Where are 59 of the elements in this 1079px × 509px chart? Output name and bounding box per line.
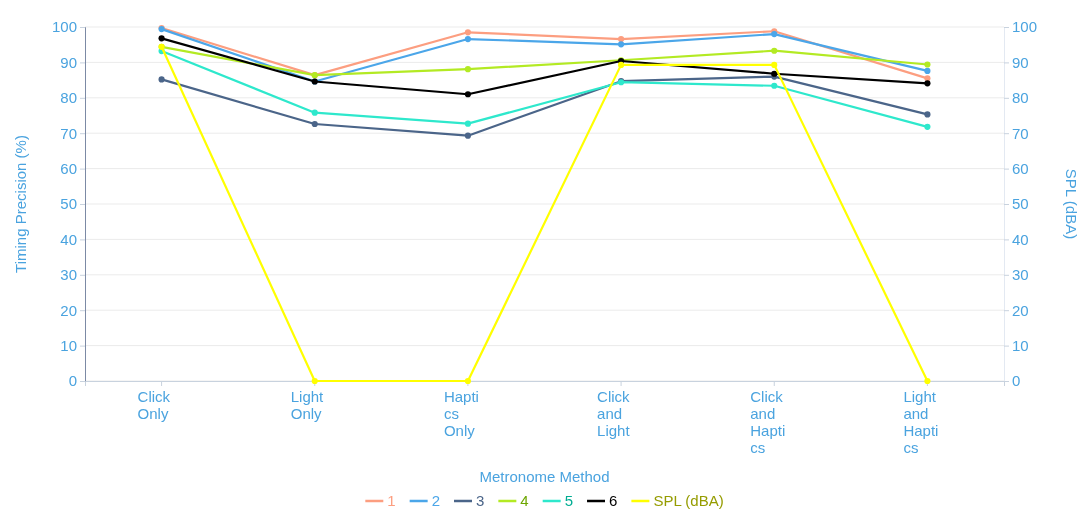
x-tick-label: Click and Light <box>597 388 631 439</box>
y2-tick-label: 50 <box>1012 195 1029 213</box>
point <box>924 67 931 74</box>
legend-label: 2 <box>431 492 440 509</box>
x-tick-label: Haptics Only <box>443 388 479 439</box>
y2-tick-label: 10 <box>1012 336 1029 354</box>
y-tick-label: 80 <box>60 89 77 107</box>
y-tick-label: 0 <box>68 372 77 390</box>
legend-label: 3 <box>476 492 485 509</box>
x-tick-label: Light and Haptics <box>903 388 939 456</box>
x-tick-label: Click and Haptics <box>750 388 786 456</box>
y-tick-label: 50 <box>60 195 77 213</box>
point <box>464 120 472 127</box>
x-tick-label: Click Only <box>137 388 171 422</box>
point <box>464 91 472 98</box>
point <box>924 123 931 130</box>
y-tick-label: 100 <box>51 18 77 36</box>
point <box>617 41 625 48</box>
y-axis-title: Timing Precision (%) <box>12 135 29 273</box>
y2-tick-label: 80 <box>1012 89 1029 107</box>
y2-tick-label: 30 <box>1012 266 1029 284</box>
y2-tick-label: 70 <box>1012 124 1029 142</box>
point <box>771 61 778 68</box>
y2-axis-title: SPL (dBA) <box>1063 168 1079 240</box>
legend-label: 1 <box>387 492 396 509</box>
point <box>617 61 625 68</box>
y2-tick-label: 100 <box>1012 18 1038 36</box>
point <box>311 120 318 128</box>
y2-tick-label: 0 <box>1012 372 1021 390</box>
point <box>924 61 931 68</box>
point <box>617 35 625 43</box>
legend-label: 4 <box>520 492 529 509</box>
x-tick-label: Light Only <box>290 388 325 422</box>
point <box>924 80 931 87</box>
y2-tick-label: 20 <box>1012 301 1029 319</box>
point <box>924 111 931 118</box>
y-tick-label: 30 <box>60 266 77 284</box>
y2-tick-label: 40 <box>1012 230 1029 248</box>
legend-label: 5 <box>564 492 574 509</box>
y2-tick-label: 60 <box>1012 159 1029 177</box>
y-tick-label: 20 <box>60 301 77 319</box>
y-tick-label: 10 <box>60 336 77 354</box>
y2-tick-label: 90 <box>1012 53 1029 71</box>
point <box>464 66 472 73</box>
y-tick-label: 40 <box>60 230 77 248</box>
point <box>158 76 165 83</box>
point <box>771 82 778 89</box>
legend-label: SPL (dBA) <box>653 492 724 509</box>
point <box>158 35 165 42</box>
y-tick-label: 60 <box>60 159 77 177</box>
legend-label: 6 <box>609 492 618 509</box>
y-tick-label: 70 <box>60 124 77 142</box>
point <box>464 29 472 36</box>
y-tick-label: 90 <box>60 53 77 71</box>
x-axis-title: Metronome Method <box>479 468 610 485</box>
point <box>464 35 472 43</box>
point <box>771 47 778 54</box>
point <box>311 109 318 116</box>
point <box>464 132 472 139</box>
